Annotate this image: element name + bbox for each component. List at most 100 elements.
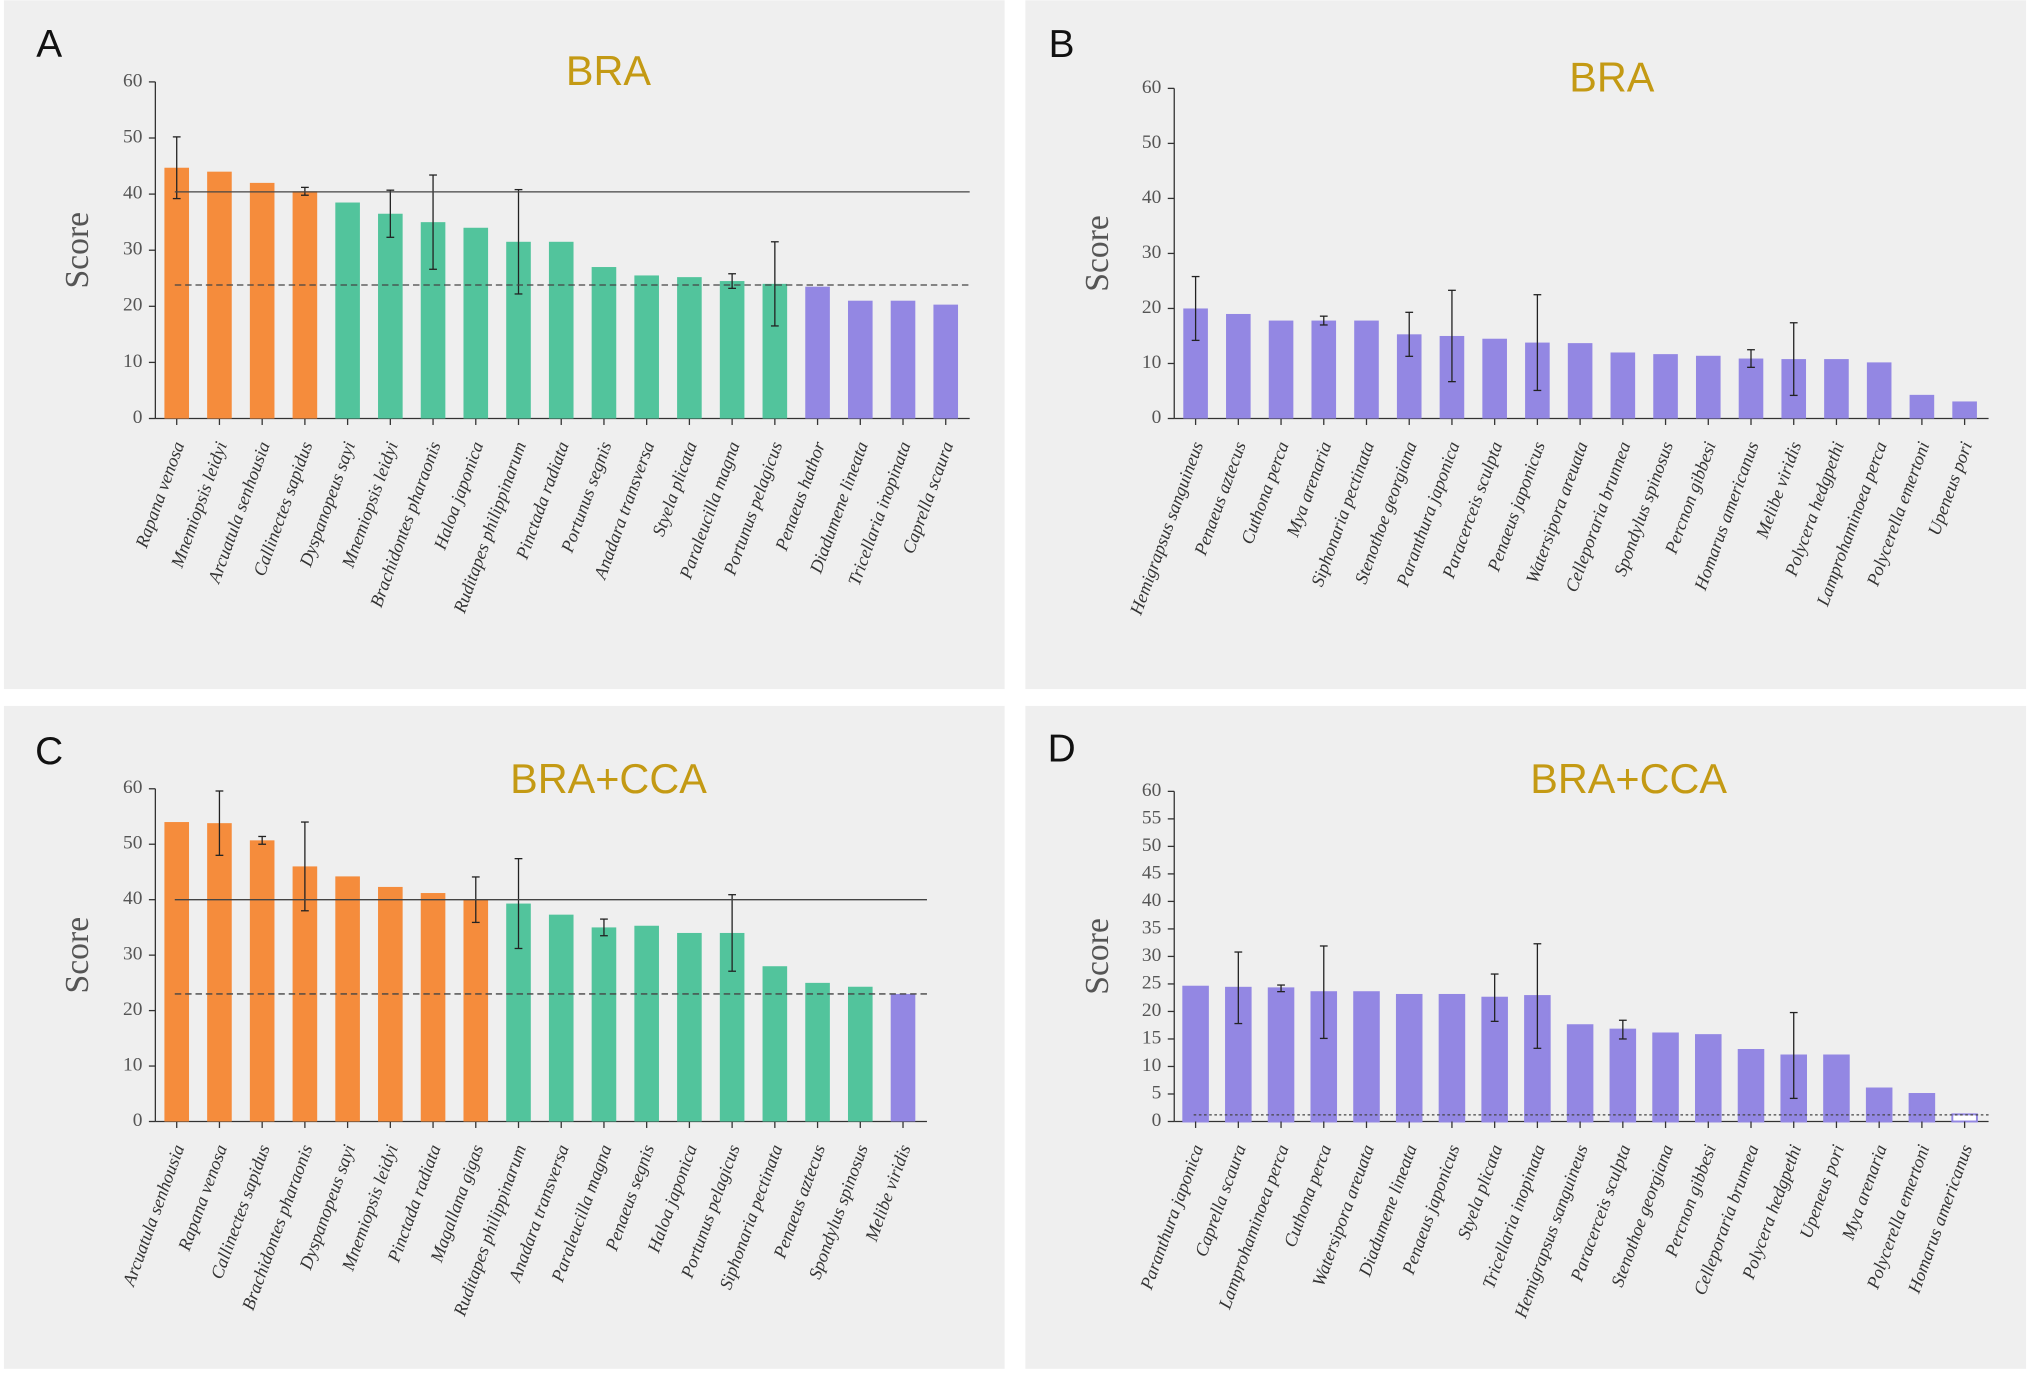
y-tick-label: 0 [1152, 1110, 1162, 1131]
bar [420, 893, 446, 1122]
bar [1865, 1087, 1893, 1123]
y-tick-label: 30 [123, 239, 142, 260]
bar [1823, 1054, 1850, 1123]
bar [1695, 1034, 1722, 1123]
bar [1354, 320, 1379, 419]
bar [719, 281, 745, 419]
y-tick-label: 50 [123, 126, 142, 147]
bar [634, 275, 659, 419]
bar [1567, 343, 1593, 419]
y-tick-label: 60 [123, 777, 142, 798]
y-tick-label: 40 [1142, 187, 1161, 208]
y-tick-label: 0 [133, 1110, 143, 1131]
bar [463, 899, 489, 1122]
bar [164, 822, 190, 1122]
bar [463, 227, 489, 419]
y-tick-label: 10 [1142, 1055, 1161, 1076]
panel-label: B [1049, 23, 1075, 66]
y-tick-label: 10 [1142, 352, 1161, 373]
y-axis-label: Score [59, 917, 96, 994]
y-tick-label: 20 [1142, 1000, 1161, 1021]
y-tick-label: 20 [123, 999, 142, 1020]
y-tick-label: 35 [1142, 917, 1161, 938]
bar [805, 982, 830, 1122]
bar [1268, 320, 1294, 419]
chart-title: BRA+CCA [510, 756, 707, 802]
y-tick-label: 40 [1142, 890, 1161, 911]
y-tick-label: 50 [123, 833, 142, 854]
y-tick-label: 10 [123, 351, 142, 372]
y-tick-label: 15 [1142, 1027, 1161, 1048]
y-tick-label: 30 [123, 944, 142, 965]
y-tick-label: 45 [1142, 862, 1161, 883]
bar [249, 182, 275, 419]
panel-label: A [36, 23, 62, 66]
bar [1609, 1028, 1637, 1123]
bar [1482, 338, 1507, 419]
bar [335, 876, 360, 1122]
y-tick-label: 20 [1142, 297, 1161, 318]
y-tick-label: 10 [123, 1054, 142, 1075]
bar [591, 267, 617, 419]
bar [548, 241, 574, 419]
bar [1267, 987, 1295, 1123]
bar [1610, 352, 1636, 419]
y-tick-label: 40 [123, 183, 142, 204]
bar [292, 191, 318, 419]
y-axis-label: Score [1079, 918, 1116, 995]
bar [207, 171, 232, 419]
chart-title: BRA [1569, 55, 1655, 101]
bar [634, 925, 659, 1122]
bar [1738, 358, 1764, 419]
bar [207, 823, 232, 1122]
bar [847, 986, 873, 1122]
bar [1652, 1032, 1679, 1123]
bar [1566, 1024, 1594, 1123]
bar [1653, 354, 1678, 419]
bar [378, 886, 403, 1122]
bar [1737, 1048, 1765, 1123]
bar [249, 840, 275, 1122]
chart-title: BRA [566, 48, 652, 94]
y-tick-label: 20 [123, 295, 142, 316]
bar [591, 927, 617, 1122]
bar [933, 304, 959, 419]
y-tick-label: 30 [1142, 242, 1161, 263]
bar [1866, 362, 1892, 419]
bar [1952, 401, 1977, 419]
panel-label: D [1048, 727, 1076, 770]
bar [1695, 355, 1721, 419]
bar [378, 213, 403, 419]
y-tick-label: 60 [123, 70, 142, 91]
bar [890, 993, 916, 1122]
y-tick-label: 40 [123, 888, 142, 909]
y-tick-label: 0 [1152, 407, 1162, 428]
bar [1824, 359, 1849, 419]
bar [847, 300, 873, 419]
bar [164, 167, 190, 419]
bar [1438, 993, 1466, 1123]
bar [1311, 320, 1337, 419]
bar [1395, 993, 1423, 1123]
bar [1909, 394, 1935, 419]
y-tick-label: 50 [1142, 835, 1161, 856]
bar [677, 932, 702, 1122]
y-tick-label: 55 [1142, 807, 1161, 828]
y-axis-label: Score [1079, 215, 1116, 292]
y-tick-label: 50 [1142, 132, 1161, 153]
y-axis-label: Score [59, 212, 96, 289]
y-tick-label: 25 [1142, 972, 1161, 993]
y-tick-label: 5 [1152, 1082, 1162, 1103]
bar [1353, 991, 1380, 1123]
bar [1182, 985, 1209, 1123]
bar [335, 202, 360, 419]
chart-title: BRA+CCA [1530, 756, 1727, 802]
bar [677, 277, 702, 419]
bar [548, 914, 574, 1122]
bar [1226, 313, 1251, 419]
y-tick-label: 30 [1142, 945, 1161, 966]
bar [890, 300, 916, 419]
bar [762, 966, 788, 1122]
y-tick-label: 60 [1142, 780, 1161, 801]
